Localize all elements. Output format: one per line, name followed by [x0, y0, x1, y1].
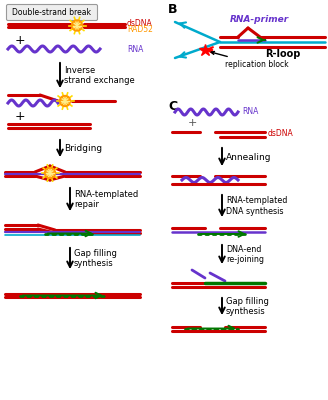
Text: RAD52: RAD52: [127, 24, 153, 34]
Text: RNA-templated
DNA synthesis: RNA-templated DNA synthesis: [226, 196, 287, 216]
Text: Inverse
strand exchange: Inverse strand exchange: [64, 66, 135, 85]
FancyBboxPatch shape: [7, 4, 97, 20]
Text: Bridging: Bridging: [64, 144, 102, 153]
Text: RNA: RNA: [242, 108, 258, 116]
Circle shape: [45, 168, 55, 178]
Text: dsDNA: dsDNA: [268, 130, 294, 138]
Text: RNA-templated
repair: RNA-templated repair: [74, 190, 138, 209]
Text: +: +: [188, 118, 197, 128]
Text: replication block: replication block: [211, 52, 289, 69]
Circle shape: [72, 20, 83, 31]
Text: Gap filling
synthesis: Gap filling synthesis: [226, 297, 269, 316]
Text: C: C: [168, 100, 177, 113]
Text: +: +: [15, 110, 26, 122]
Text: A: A: [6, 3, 16, 16]
Text: R-loop: R-loop: [265, 49, 300, 59]
Text: dsDNA: dsDNA: [127, 20, 153, 28]
Text: Double-strand break: Double-strand break: [12, 8, 92, 17]
Text: +: +: [15, 34, 26, 46]
Text: Annealing: Annealing: [226, 152, 272, 162]
Text: B: B: [168, 3, 177, 16]
Text: DNA-end
re-joining: DNA-end re-joining: [226, 245, 264, 264]
Circle shape: [59, 96, 71, 106]
Text: Gap filling
synthesis: Gap filling synthesis: [74, 249, 117, 268]
Text: RNA-primer: RNA-primer: [230, 16, 289, 24]
Text: RNA: RNA: [127, 44, 143, 54]
